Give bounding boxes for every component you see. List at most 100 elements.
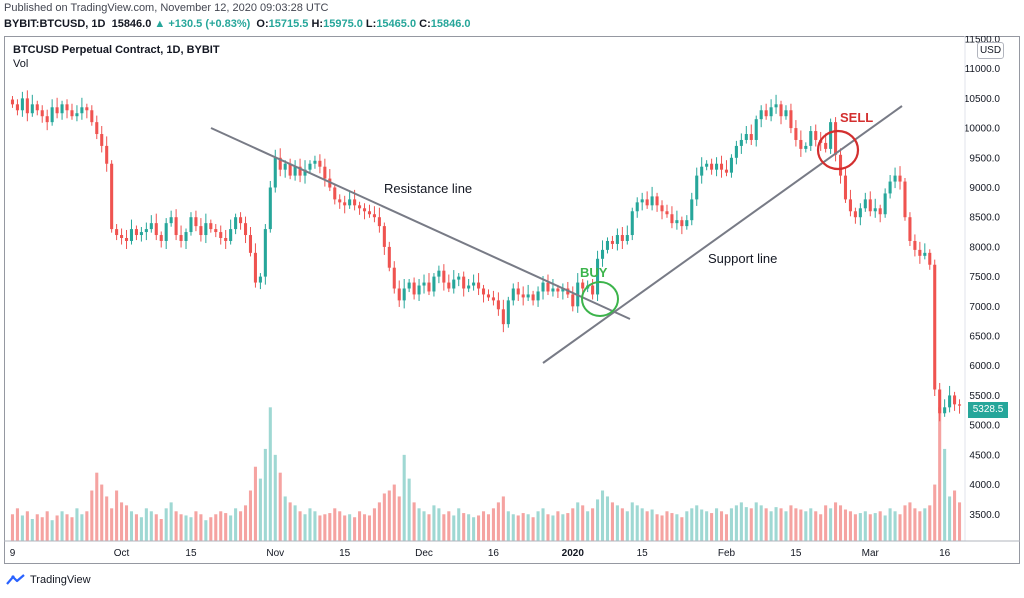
candle-body: [367, 211, 372, 215]
candle-body: [273, 157, 277, 188]
candle-body: [888, 181, 892, 194]
candle-body: [239, 217, 243, 224]
candle-body: [139, 232, 143, 236]
candle-body: [258, 276, 262, 283]
candle-body: [129, 229, 134, 241]
candle-body: [481, 288, 486, 295]
candle-body: [640, 199, 644, 203]
candlesticks: [10, 90, 962, 422]
volume-bar: [253, 466, 257, 541]
volume-bar: [789, 505, 793, 541]
tradingview-logo-text: TradingView: [30, 574, 91, 586]
candle-body: [313, 160, 317, 164]
volume-bar: [804, 511, 808, 541]
candle-body: [308, 163, 312, 170]
candle-body: [506, 300, 510, 325]
time-tick-label: 15: [637, 548, 649, 559]
volume-bar: [566, 513, 570, 541]
buy-circle: [581, 281, 619, 317]
candle-body: [174, 217, 178, 236]
volume-bar: [635, 505, 639, 541]
time-tick-label: 15: [339, 548, 351, 559]
volume-bar: [809, 508, 813, 541]
candle-body: [412, 282, 416, 295]
volume-bar: [814, 511, 818, 541]
volume-bar: [675, 514, 679, 541]
candle-body: [581, 282, 585, 289]
candle-body: [80, 107, 84, 114]
time-tick-label: Dec: [415, 548, 433, 559]
volume-bar: [948, 496, 952, 541]
currency-button[interactable]: USD: [977, 42, 1004, 59]
candle-body: [749, 134, 753, 140]
volume-bar: [219, 511, 223, 541]
candle-body: [154, 223, 158, 236]
volume-bar: [427, 514, 431, 541]
candle-body: [70, 110, 74, 117]
volume-bar: [204, 520, 208, 541]
high-label: H:: [311, 18, 324, 30]
volume-bar: [893, 511, 897, 541]
price-tick-label: 10500.0: [964, 94, 1001, 105]
chart-frame[interactable]: [4, 36, 1020, 564]
volume-bar: [348, 514, 352, 541]
price-tick-label: 5000.0: [969, 421, 1000, 432]
sell-label: SELL: [840, 110, 874, 125]
candle-body: [759, 110, 763, 120]
tradingview-logo[interactable]: TradingView: [6, 574, 91, 586]
volume-bar: [754, 502, 758, 541]
volume-bar: [323, 514, 327, 541]
price-chart[interactable]: 11500.0 11000.0 10500.0 10000.0 9500.0 9000.0…: [4, 36, 1020, 564]
volume-bar: [362, 514, 367, 541]
candle-body: [804, 145, 808, 149]
candle-body: [769, 107, 773, 117]
volume-bar: [779, 508, 783, 541]
candle-body: [248, 235, 253, 253]
candle-body: [625, 235, 629, 241]
volume-bar: [591, 508, 595, 541]
volume-bar: [40, 517, 44, 541]
candle-body: [496, 300, 500, 310]
volume-bar: [620, 508, 624, 541]
candle-body: [486, 294, 491, 298]
volume-bar: [209, 517, 213, 541]
time-tick-label: 9: [10, 548, 16, 559]
candle-body: [219, 232, 223, 238]
tradingview-logo-icon: [6, 574, 25, 585]
published-caption: Published on TradingView.com, November 1…: [4, 2, 329, 14]
candle-body: [858, 208, 862, 218]
candle-body: [110, 163, 114, 230]
candle-body: [243, 223, 248, 236]
volume-bar: [744, 507, 748, 541]
volume-bar: [328, 513, 332, 541]
volume-bar: [556, 511, 560, 541]
volume-bar: [457, 508, 461, 541]
candle-body: [85, 107, 89, 111]
candle-body: [100, 134, 104, 146]
volume-bar: [655, 514, 659, 541]
volume-bar: [407, 478, 411, 541]
candle-body: [417, 285, 421, 295]
candle-body: [407, 282, 411, 289]
volume-bar: [397, 496, 401, 541]
volume-bar: [700, 509, 704, 541]
volume-bar: [685, 511, 689, 541]
volume-bar: [843, 509, 848, 541]
volume-bar: [581, 505, 585, 541]
volume-bar: [625, 511, 629, 541]
volume-bar: [521, 513, 525, 541]
time-tick-label: Oct: [114, 548, 130, 559]
candle-body: [194, 217, 198, 227]
resistance-line-label: Resistance line: [384, 181, 473, 196]
candle-body: [283, 163, 287, 170]
last-price: 15846.0: [111, 18, 152, 30]
candle-body: [263, 229, 267, 277]
candle-body: [531, 294, 535, 301]
volume-bar: [105, 496, 109, 541]
volume-bar: [551, 515, 555, 541]
candle-body: [278, 157, 282, 170]
volume-bar: [472, 517, 476, 541]
volume-bar: [829, 508, 833, 541]
candle-body: [561, 288, 565, 292]
candle-body: [521, 294, 525, 298]
